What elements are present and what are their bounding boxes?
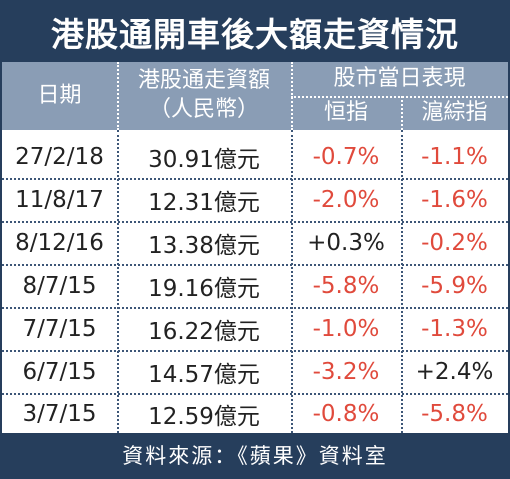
header-divider: [291, 96, 508, 98]
row-divider: [2, 221, 508, 223]
header-shanghai: 滬綜指: [421, 99, 488, 125]
header-divider: [117, 62, 119, 130]
header-amount: 港股通走資額 （人民幣）: [117, 62, 291, 130]
cell-amount: 16.22億元: [148, 319, 260, 345]
table-row: 7/7/15 16.22億元 -1.0% -1.3%: [2, 309, 508, 349]
row-divider: [2, 350, 508, 352]
row-divider: [2, 393, 508, 395]
cell-date: 27/2/18: [15, 144, 104, 170]
cell-amount: 12.59億元: [148, 404, 260, 430]
cell-hsi: -0.8%: [312, 401, 380, 427]
table-title: 港股通開車後大額走資情況: [2, 2, 508, 62]
cell-hsi: +0.3%: [307, 230, 385, 256]
cell-date: 7/7/15: [22, 316, 97, 342]
table-row: 6/7/15 14.57億元 -3.2% +2.4%: [2, 352, 508, 392]
cell-amount: 19.16億元: [148, 276, 260, 302]
row-divider: [2, 307, 508, 309]
cell-date: 11/8/17: [15, 187, 104, 213]
header-divider: [401, 96, 403, 130]
cell-shanghai: -1.1%: [421, 144, 488, 170]
header-amount-unit: （人民幣）: [148, 97, 259, 122]
cell-amount: 14.57億元: [148, 362, 260, 388]
cell-date: 3/7/15: [22, 401, 97, 427]
header-hsi: 恒指: [323, 99, 368, 125]
cell-shanghai: -0.2%: [421, 230, 488, 256]
table-row: 8/7/15 19.16億元 -5.8% -5.9%: [2, 266, 508, 306]
cell-hsi: -2.0%: [312, 187, 380, 213]
cell-hsi: -1.0%: [312, 316, 380, 342]
cell-amount: 30.91億元: [148, 147, 260, 173]
row-divider: [2, 264, 508, 266]
cell-shanghai: -1.6%: [421, 187, 488, 213]
table-header: 日期 港股通走資額 （人民幣） 股市當日表現 恒指 滬綜指: [2, 62, 508, 130]
cell-date: 8/7/15: [22, 273, 97, 299]
cell-amount: 13.38億元: [148, 233, 260, 259]
row-divider: [2, 178, 508, 180]
cell-hsi: -0.7%: [312, 144, 380, 170]
header-market-group: 股市當日表現: [333, 65, 466, 91]
cell-shanghai: +2.4%: [415, 359, 494, 385]
source-note: 資料來源：《蘋果》資料室: [2, 433, 508, 477]
cell-date: 6/7/15: [22, 359, 97, 385]
header-amount-label: 港股通走資額: [137, 68, 270, 94]
cell-shanghai: -5.9%: [421, 273, 488, 299]
cell-date: 8/12/16: [15, 230, 104, 256]
cell-shanghai: -1.3%: [421, 316, 488, 342]
cell-shanghai: -5.8%: [421, 401, 488, 427]
column-divider: [291, 130, 293, 433]
cell-amount: 12.31億元: [148, 190, 260, 216]
table-row: 3/7/15 12.59億元 -0.8% -5.8%: [2, 394, 508, 434]
column-divider: [117, 130, 119, 433]
column-divider: [401, 130, 403, 433]
table-row: 27/2/18 30.91億元 -0.7% -1.1%: [2, 137, 508, 177]
cell-hsi: -3.2%: [312, 359, 380, 385]
table-row: 8/12/16 13.38億元 +0.3% -0.2%: [2, 223, 508, 263]
table-row: 11/8/17 12.31億元 -2.0% -1.6%: [2, 180, 508, 220]
cell-hsi: -5.8%: [312, 273, 380, 299]
header-date: 日期: [37, 82, 82, 108]
